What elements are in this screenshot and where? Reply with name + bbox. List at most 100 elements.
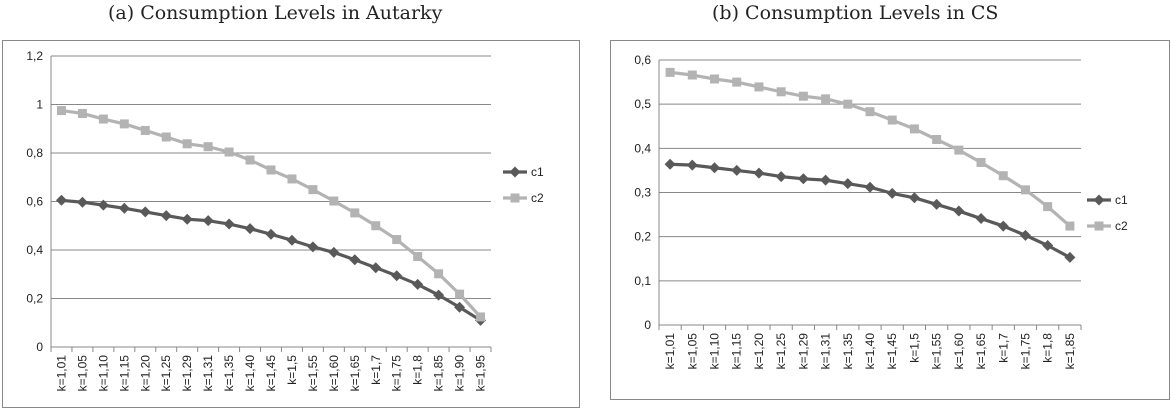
x-tick-label: k=1,10	[96, 355, 110, 392]
point-c2	[287, 174, 297, 184]
y-tick-label: 0	[36, 340, 43, 354]
x-tick-label: k=1,01	[54, 355, 68, 392]
point-c2	[798, 91, 808, 101]
x-tick-label: k=1,35	[841, 333, 855, 370]
point-c1	[391, 270, 403, 282]
x-tick-label: k=1,29	[796, 333, 810, 370]
point-c2	[887, 115, 897, 125]
point-c1	[286, 234, 298, 246]
x-tick-label: k=1,15	[117, 355, 131, 392]
x-tick-label: k=1,20	[752, 333, 766, 370]
x-tick-label: k=1,75	[1018, 333, 1032, 370]
point-c1	[454, 301, 466, 313]
point-c1	[55, 194, 67, 206]
point-c2	[329, 196, 339, 206]
chart-panel-a: 0 0,2 0,4 0,6 0,8 1 1,2 k=1,01 k=1,05 k=1,10 k=1,1…	[2, 40, 580, 408]
point-c2	[998, 171, 1008, 181]
point-c1	[753, 167, 765, 179]
point-c2	[754, 82, 764, 92]
x-tick-label: k=1,31	[201, 355, 215, 392]
x-tick-label: k=1,45	[264, 355, 278, 392]
point-c2	[140, 125, 150, 135]
x-tick-label: k=1,40	[863, 333, 877, 370]
point-c2	[119, 119, 129, 129]
x-tick-label: k=1,05	[685, 333, 699, 370]
point-c1	[709, 162, 721, 174]
point-c2	[476, 312, 486, 322]
point-c2	[308, 185, 318, 195]
point-c1	[731, 164, 743, 176]
point-c2	[266, 165, 276, 175]
point-c2	[976, 157, 986, 167]
point-c1	[118, 202, 130, 214]
point-c2	[392, 235, 402, 245]
point-c2	[776, 87, 786, 97]
point-c1	[864, 181, 876, 193]
y-tick-label: 0,6	[634, 53, 651, 67]
point-c2	[732, 77, 742, 87]
y-tick-label: 0,4	[26, 243, 43, 257]
point-c1	[775, 171, 787, 183]
point-c2	[1065, 221, 1075, 231]
x-tick-label: k=1,95	[474, 355, 488, 392]
point-c1	[797, 173, 809, 185]
point-c2	[434, 269, 444, 279]
x-tick-label: k=1,7	[369, 355, 383, 385]
legend-marker-c2	[1094, 221, 1104, 231]
y-tick-label: 0,4	[634, 141, 651, 155]
point-c2	[909, 124, 919, 134]
y-tick-label: 0,2	[634, 230, 651, 244]
x-tick-label: k=1,65	[348, 355, 362, 392]
point-c1	[223, 218, 235, 230]
point-c1	[139, 206, 151, 218]
y-tick-label: 0	[644, 318, 651, 332]
legend-label-c1: c1	[531, 165, 544, 179]
point-c1	[202, 215, 214, 227]
x-tick-label: k=1,35	[222, 355, 236, 392]
point-c1	[842, 178, 854, 190]
point-c1	[975, 213, 987, 225]
point-c2	[161, 132, 171, 142]
point-c1	[1042, 240, 1054, 251]
point-c2	[77, 108, 87, 118]
x-tick-label: k=1,45	[885, 333, 899, 370]
point-c2	[455, 289, 465, 299]
legend-label-c2: c2	[531, 191, 544, 205]
point-c2	[350, 208, 360, 218]
x-tick-label: k=1,5	[907, 333, 921, 363]
series-line-c2	[669, 70, 1071, 228]
y-tick-label: 0,8	[26, 146, 43, 160]
point-c1	[265, 228, 277, 240]
chart-panel-b: 0 0,1 0,2 0,3 0,4 0,5 0,6 k=1,01 k=1,05 k=1,10 k=1…	[610, 40, 1170, 400]
point-c1	[328, 246, 340, 258]
point-c2	[687, 70, 697, 80]
x-tick-label: k=1,85	[432, 355, 446, 392]
point-c1	[931, 198, 943, 210]
x-tick-label: k=1,60	[327, 355, 341, 392]
legend-marker-c2	[510, 193, 520, 203]
point-c1	[1019, 229, 1031, 241]
point-c1	[370, 262, 382, 274]
point-c2	[98, 114, 108, 124]
point-c2	[843, 99, 853, 109]
point-c1	[997, 220, 1009, 232]
x-tick-label: k=1,90	[453, 355, 467, 392]
x-tick-label: k=1,40	[243, 355, 257, 392]
point-c2	[182, 139, 192, 149]
point-c1	[412, 278, 424, 290]
point-c1	[76, 196, 88, 208]
point-c2	[371, 221, 381, 231]
x-tick-label: k=1,15	[730, 333, 744, 370]
point-c1	[433, 289, 445, 301]
y-tick-label: 1,2	[26, 49, 43, 63]
point-c1	[686, 159, 698, 171]
x-tick-label: k=1,29	[180, 355, 194, 392]
point-c2	[710, 74, 720, 84]
y-tick-label: 0,5	[634, 97, 651, 111]
x-tick-label: k=1,8	[1041, 333, 1055, 363]
x-tick-label: k=1,25	[159, 355, 173, 392]
x-tick-label: k=1,7	[996, 333, 1010, 363]
x-tick-label: k=1,20	[138, 355, 152, 392]
x-tick-label: k=1,65	[974, 333, 988, 370]
x-tick-label: k=1,60	[952, 333, 966, 370]
